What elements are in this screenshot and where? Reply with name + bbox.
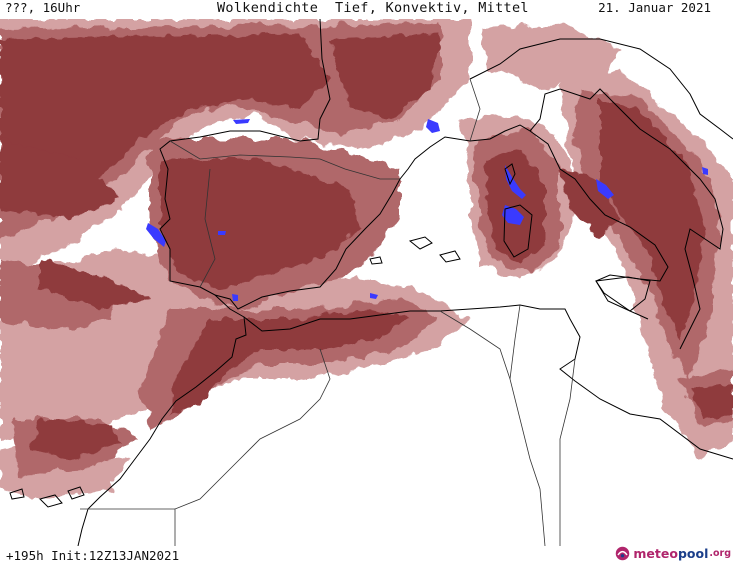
forecast-time-label: ???, 16Uhr [5,0,81,15]
meteopool-logo[interactable]: meteo pool .org [615,546,731,561]
chart-title: Wolkendichte Tief, Konvektiv, Mittel [217,0,529,16]
forecast-date: 21. Januar 2021 [598,0,711,15]
meteopool-logo-icon [616,546,630,561]
logo-text-org: .org [709,548,731,559]
logo-text-meteo: meteo [633,546,678,561]
logo-text-pool: pool [677,546,709,561]
cloud-density-map [0,19,733,546]
convective-cells [146,119,708,301]
borders [80,78,576,546]
model-run-label: +195h Init:12Z13JAN2021 [6,548,180,563]
coastlines [9,19,733,546]
cloud-layer-dark [0,34,733,459]
